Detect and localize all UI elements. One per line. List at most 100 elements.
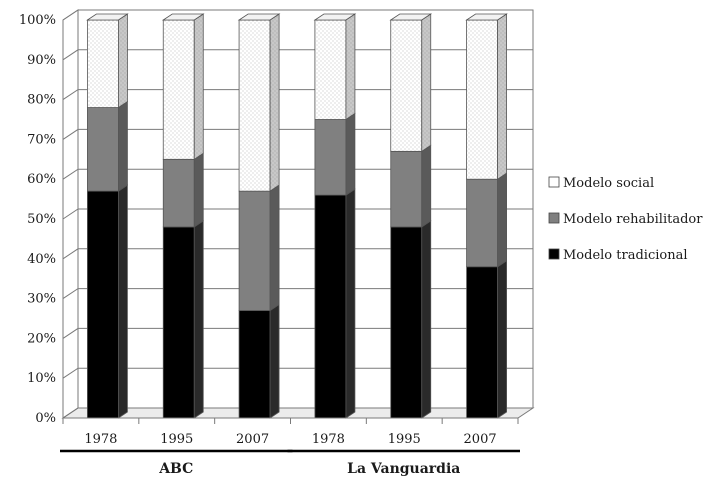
bar-front <box>466 19 498 180</box>
bar-segment-modelo-tradicional <box>390 220 432 419</box>
x-tick-label: 1995 <box>160 432 193 447</box>
bars <box>86 13 508 419</box>
x-tick-label: 2007 <box>236 432 269 447</box>
axes: 0% 10% 20% 30% 40% 50% 60% 70% 80% 90% 100% 1978 199… <box>19 13 520 477</box>
y-tick-label: 30% <box>27 292 56 307</box>
bar-segment-modelo-rehabilitador <box>87 100 128 192</box>
bar-segment-modelo-social <box>237 13 281 192</box>
legend-item: Modelo social <box>548 176 654 191</box>
plot-walls <box>61 9 535 419</box>
bar-segment-modelo-rehabilitador <box>238 184 280 312</box>
legend-label: Modelo social <box>563 176 654 191</box>
bar-segment-modelo-social <box>161 13 205 161</box>
bar-front <box>238 19 271 192</box>
x-tick-label: 2007 <box>464 432 497 447</box>
bar-segment-modelo-tradicional <box>314 188 356 419</box>
bar-side <box>497 260 507 419</box>
bar-front <box>314 119 347 196</box>
bar-side <box>497 13 507 180</box>
y-tick-label: 10% <box>27 371 56 386</box>
bar-stack <box>389 13 433 419</box>
bar-side <box>193 220 204 419</box>
legend-swatch <box>548 176 560 188</box>
bar-segment-modelo-rehabilitador <box>162 152 204 228</box>
gridline <box>62 367 533 379</box>
bar-segment-modelo-social <box>86 13 129 109</box>
bar-top <box>161 13 205 21</box>
bar-front <box>238 190 271 311</box>
bar-stack <box>86 13 129 419</box>
bar-side <box>118 100 128 192</box>
bar-segment-modelo-tradicional <box>162 220 204 419</box>
gridline <box>62 208 533 220</box>
gridline <box>62 128 533 140</box>
bar-segment-modelo-rehabilitador <box>390 144 432 228</box>
bar-side <box>421 220 432 419</box>
bar-segment-modelo-tradicional <box>238 303 280 419</box>
bar-side <box>421 144 432 228</box>
bar-front <box>390 19 423 152</box>
bar-segment-modelo-rehabilitador <box>314 112 356 196</box>
bar-stack <box>161 13 205 419</box>
y-tick-label: 60% <box>27 172 56 187</box>
gridline <box>62 407 533 419</box>
bar-front <box>390 150 423 228</box>
bar-segment-modelo-tradicional <box>466 260 507 419</box>
bar-front <box>162 158 195 228</box>
bar-side <box>345 13 356 121</box>
y-tick-label: 100% <box>19 13 56 28</box>
legend-item: Modelo rehabilitador <box>548 212 703 227</box>
bar-front <box>87 107 119 192</box>
gridlines <box>62 9 533 419</box>
gridline <box>62 49 533 61</box>
bar-front <box>238 310 271 419</box>
bar-side <box>118 184 128 419</box>
bar-side <box>269 303 280 419</box>
legend-item: Modelo tradicional <box>548 248 687 263</box>
y-tick-label: 90% <box>27 53 56 68</box>
gridline <box>62 327 533 339</box>
y-tick-label: 20% <box>27 331 56 346</box>
y-tick-label: 0% <box>35 411 56 426</box>
gridline <box>62 9 533 21</box>
bar-top <box>237 13 281 21</box>
bar-segment-modelo-social <box>465 13 508 180</box>
bar-front <box>87 19 119 108</box>
y-tick-label: 70% <box>27 132 56 147</box>
bar-front <box>466 178 498 268</box>
legend: Modelo social Modelo rehabilitador Modelo … <box>548 176 703 263</box>
gridline <box>62 288 533 300</box>
gridline <box>62 89 533 101</box>
bar-side <box>118 13 128 109</box>
bar-stack <box>465 13 508 419</box>
group-label: La Vanguardia <box>347 461 460 477</box>
gridline <box>62 248 533 260</box>
x-tick-label: 1978 <box>84 432 117 447</box>
bar-side <box>269 184 280 312</box>
bar-top <box>389 13 433 21</box>
bar-front <box>314 19 347 120</box>
bar-top <box>86 13 129 21</box>
bar-segment-modelo-rehabilitador <box>466 172 507 268</box>
bar-front <box>162 19 195 160</box>
y-tick-label: 50% <box>27 212 56 227</box>
x-tick-label: 1978 <box>312 432 345 447</box>
bar-side <box>345 112 356 196</box>
floor <box>61 407 535 419</box>
bar-top <box>465 13 508 21</box>
bar-front <box>162 226 195 419</box>
legend-swatch <box>548 212 560 224</box>
legend-label: Modelo rehabilitador <box>563 212 703 227</box>
bar-front <box>314 194 347 419</box>
bar-side <box>269 13 280 192</box>
x-tick-label: 1995 <box>388 432 421 447</box>
bar-stack <box>237 13 281 419</box>
bar-segment-modelo-social <box>389 13 433 153</box>
group-label: ABC <box>158 461 193 477</box>
y-tick-label: 40% <box>27 252 56 267</box>
bar-side <box>193 13 204 161</box>
bar-side <box>345 188 356 419</box>
bar-side <box>193 152 204 228</box>
